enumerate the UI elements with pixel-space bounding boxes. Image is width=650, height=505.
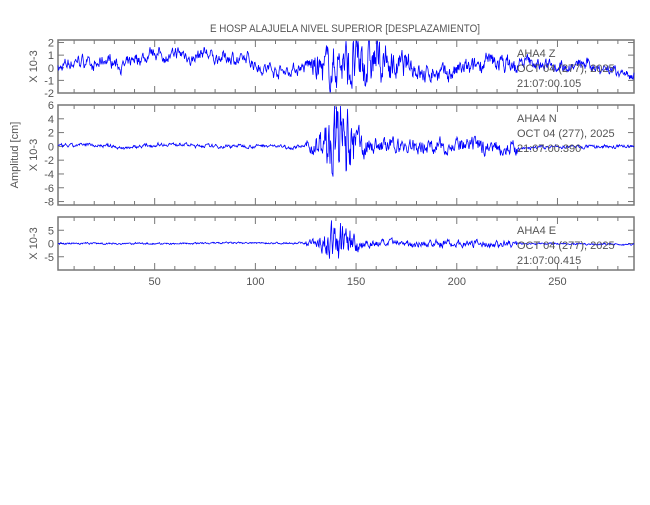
scale-label: X 10-3 xyxy=(28,227,40,259)
y-tick-label: -5 xyxy=(44,252,54,264)
y-tick-label: 0 xyxy=(48,239,54,251)
scale-label: X 10-3 xyxy=(28,50,40,82)
y-tick-label: 1 xyxy=(48,50,54,62)
y-tick-label: -2 xyxy=(44,155,54,167)
time-label: 21:07:00.105 xyxy=(517,78,581,90)
panel-n: 6 4 20 -2 -4 -6 -8 X 10-3 AHA4 N OCT 04 (277), 20… xyxy=(28,100,635,209)
station-label: AHA4 N xyxy=(517,113,557,125)
x-tick-label: 200 xyxy=(448,276,466,288)
x-tick-label: 250 xyxy=(548,276,566,288)
date-label: OCT 04 (277), 2025 xyxy=(517,63,615,75)
y-tick-label: 0 xyxy=(48,63,54,75)
waveform-n xyxy=(57,105,635,177)
date-label: OCT 04 (277), 2025 xyxy=(517,128,615,140)
y-tick-label: -2 xyxy=(44,88,54,100)
y-tick-label: 5 xyxy=(48,225,54,237)
x-tick-label: 50 xyxy=(149,276,161,288)
time-label: 21:07:00.415 xyxy=(517,255,581,267)
y-tick-label: 6 xyxy=(48,100,54,112)
panel-z: 210-1-2 X 10-3 AHA4 Z OCT 04 (277), 2025 21:… xyxy=(28,38,635,100)
y-tick-label: 4 xyxy=(48,114,54,126)
y-tick-label: 2 xyxy=(48,38,54,50)
x-tick-label: 100 xyxy=(246,276,264,288)
x-tick-label: 150 xyxy=(347,276,365,288)
date-label: OCT 04 (277), 2025 xyxy=(517,240,615,252)
chart-title: E HOSP ALAJUELA NIVEL SUPERIOR [DESPLAZA… xyxy=(210,23,480,35)
y-tick-label: 0 xyxy=(48,141,54,153)
time-label: 21:07:00.390 xyxy=(517,143,581,155)
scale-label: X 10-3 xyxy=(28,139,40,171)
y-tick-label: -8 xyxy=(44,197,54,209)
station-label: AHA4 Z xyxy=(517,48,556,60)
waveform-e xyxy=(57,220,635,259)
panel-frame xyxy=(57,104,635,206)
y-tick-label: -6 xyxy=(44,183,54,195)
y-axis-label: Amplitud [cm] xyxy=(9,122,21,189)
waveform-z xyxy=(57,40,635,93)
y-tick-label: 2 xyxy=(48,128,54,140)
station-label: AHA4 E xyxy=(517,225,556,237)
panel-e: 5 0-5 X 10-3 AHA4 E OCT 04 (277), 2025 21:07:… xyxy=(28,216,635,271)
y-tick-label: -1 xyxy=(44,75,54,87)
y-tick-label: -4 xyxy=(44,169,54,181)
x-axis: 50 100 150 200 250 xyxy=(149,276,567,288)
